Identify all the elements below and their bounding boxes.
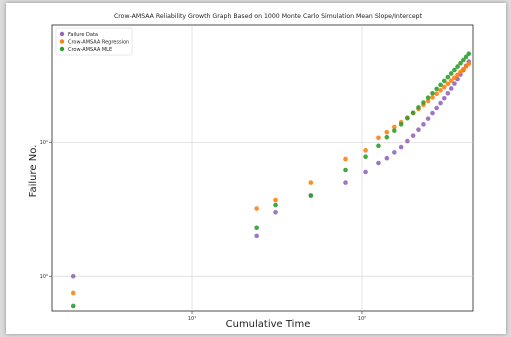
y-axis-label: Failure No.: [28, 145, 39, 198]
point-series-1: [445, 90, 451, 96]
point-series-2: [438, 88, 443, 93]
plot-area: [51, 24, 474, 312]
point-series-1: [273, 209, 278, 215]
point-series-3: [363, 154, 368, 159]
point-series-1: [438, 100, 443, 106]
point-series-2: [384, 129, 390, 135]
x-tick-label: 10¹: [188, 316, 196, 322]
point-series-1: [363, 169, 368, 175]
point-series-3: [452, 67, 457, 73]
y-tick-label: 10⁰: [40, 274, 48, 280]
point-series-3: [376, 143, 381, 149]
plot-window: Crow-AMSAA Reliability Growth Graph Base…: [6, 3, 506, 334]
point-series-1: [398, 144, 404, 150]
point-series-2: [376, 135, 381, 141]
legend-label: Failure Data: [68, 32, 98, 38]
point-series-2: [434, 91, 439, 97]
point-series-2: [254, 206, 259, 211]
point-series-2: [363, 148, 368, 153]
point-series-3: [308, 193, 314, 198]
point-series-2: [448, 78, 454, 83]
grid-lines: [52, 25, 473, 311]
chart-title: Crow-AMSAA Reliability Growth Graph Base…: [114, 13, 423, 20]
legend-box: [55, 27, 133, 56]
point-series-3: [254, 225, 259, 231]
legend-marker: [59, 39, 65, 44]
axis-ticks: 10¹ 10² 10⁰ 10¹: [40, 140, 367, 322]
point-series-2: [273, 197, 278, 203]
point-series-1: [343, 180, 348, 185]
legend-label: Crow-AMSAA MLE: [68, 47, 112, 53]
point-series-2: [430, 95, 435, 100]
point-series-3: [410, 110, 416, 116]
point-series-2: [70, 290, 76, 296]
point-series-3: [455, 64, 460, 69]
point-series-3: [343, 167, 348, 173]
point-series-1: [416, 127, 421, 133]
point-series-1: [392, 150, 397, 155]
point-series-2: [425, 98, 431, 104]
point-series-3: [273, 202, 278, 208]
point-series-1: [421, 122, 426, 127]
x-tick-label: 10²: [358, 316, 366, 322]
point-series-2: [441, 84, 447, 90]
point-series-2: [452, 75, 457, 81]
point-series-2: [343, 156, 348, 162]
point-series-3: [405, 115, 410, 121]
point-series-3: [430, 90, 435, 96]
point-series-1: [70, 273, 76, 279]
legend-label: Crow-AMSAA Regression: [68, 39, 129, 45]
point-series-1: [376, 160, 381, 166]
point-series-2: [392, 124, 397, 130]
point-series-1: [405, 138, 410, 144]
point-series-3: [398, 122, 404, 127]
data-points: [70, 51, 472, 309]
point-series-3: [434, 86, 439, 92]
point-series-2: [455, 72, 460, 78]
point-series-1: [430, 110, 435, 116]
point-series-3: [384, 134, 390, 140]
point-series-3: [438, 82, 443, 88]
point-series-1: [441, 95, 447, 101]
crow-amsaa-chart: Crow-AMSAA Reliability Growth Graph Base…: [28, 13, 474, 330]
point-series-2: [308, 180, 314, 185]
point-series-2: [445, 81, 451, 87]
point-series-2: [466, 61, 472, 67]
y-tick-label: 10¹: [40, 140, 48, 146]
point-series-3: [421, 100, 426, 105]
point-series-1: [410, 133, 416, 138]
point-series-1: [448, 86, 454, 91]
point-series-2: [458, 69, 463, 75]
point-series-3: [461, 57, 466, 63]
point-series-3: [392, 128, 397, 133]
point-series-3: [70, 303, 76, 309]
point-series-1: [384, 155, 390, 161]
point-series-3: [458, 60, 463, 66]
point-series-1: [254, 233, 259, 239]
point-series-1: [425, 116, 431, 121]
point-series-3: [448, 71, 454, 76]
point-series-3: [445, 74, 451, 80]
x-axis-label: Cumulative Time: [226, 319, 311, 330]
point-series-3: [441, 78, 447, 84]
point-series-3: [425, 95, 431, 100]
legend-marker: [59, 31, 65, 37]
legend-marker: [59, 46, 65, 52]
point-series-3: [463, 54, 469, 60]
point-series-1: [434, 105, 439, 111]
point-series-3: [416, 105, 421, 110]
point-series-3: [466, 51, 472, 56]
point-series-1: [452, 81, 457, 86]
